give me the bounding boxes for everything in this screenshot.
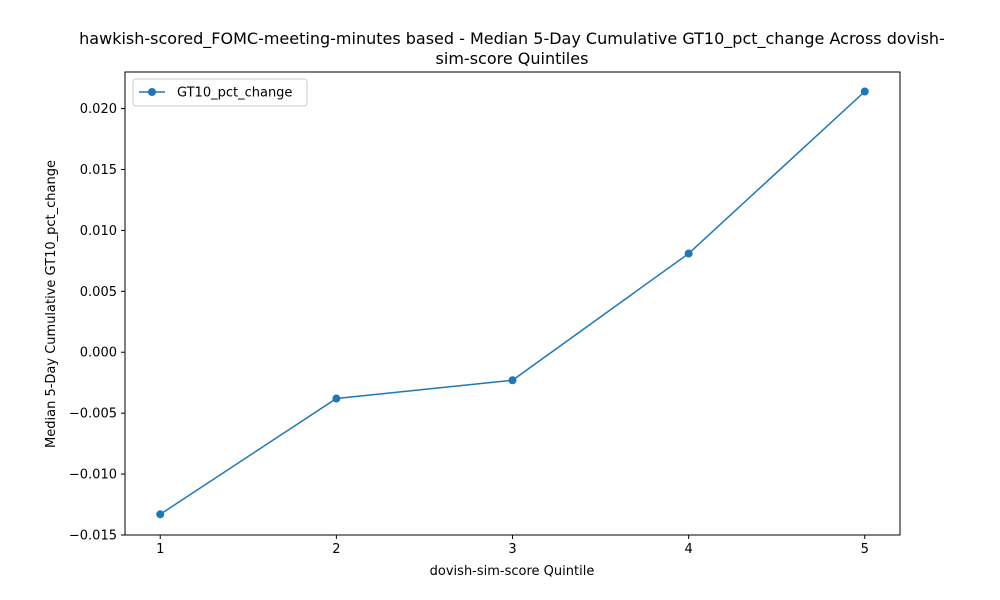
x-tick-label: 5 — [861, 542, 869, 557]
y-tick-label: 0.005 — [80, 285, 117, 300]
x-tick-label: 3 — [508, 542, 516, 557]
data-point — [156, 510, 165, 519]
legend: GT10_pct_change — [132, 78, 308, 107]
plot-frame — [124, 71, 901, 536]
data-point — [332, 394, 341, 403]
y-tick-label: −0.015 — [69, 529, 117, 544]
chart-title-line-1: hawkish-scored_FOMC-meeting-minutes base… — [79, 29, 945, 49]
legend-box — [132, 78, 308, 107]
y-tick-label: −0.010 — [69, 468, 117, 483]
x-axis-label: dovish-sim-score Quintile — [430, 564, 595, 579]
x-tick-label: 4 — [684, 542, 692, 557]
data-point — [508, 376, 517, 385]
y-tick-label: 0.010 — [80, 224, 117, 239]
x-tick-label: 2 — [332, 542, 340, 557]
y-axis-label: Median 5-Day Cumulative GT10_pct_change — [44, 160, 59, 448]
series-line — [159, 90, 866, 515]
legend-label: GT10_pct_change — [177, 86, 292, 101]
y-tick-label: 0.015 — [80, 163, 117, 178]
y-tick-label: −0.005 — [69, 407, 117, 422]
data-point — [684, 249, 693, 258]
data-point — [860, 87, 869, 96]
plot-area: 1 2 3 4 5 −0.015 −0.010 −0.005 0.000 0.005 0.010 0.… — [69, 71, 901, 557]
y-tick-label: 0.020 — [80, 102, 117, 117]
x-tick-label: 1 — [156, 542, 164, 557]
chart-title: hawkish-scored_FOMC-meeting-minutes base… — [79, 29, 945, 68]
legend-marker — [148, 88, 156, 96]
chart-title-line-2: sim-score Quintiles — [436, 49, 589, 68]
y-tick-label: 0.000 — [80, 346, 117, 361]
